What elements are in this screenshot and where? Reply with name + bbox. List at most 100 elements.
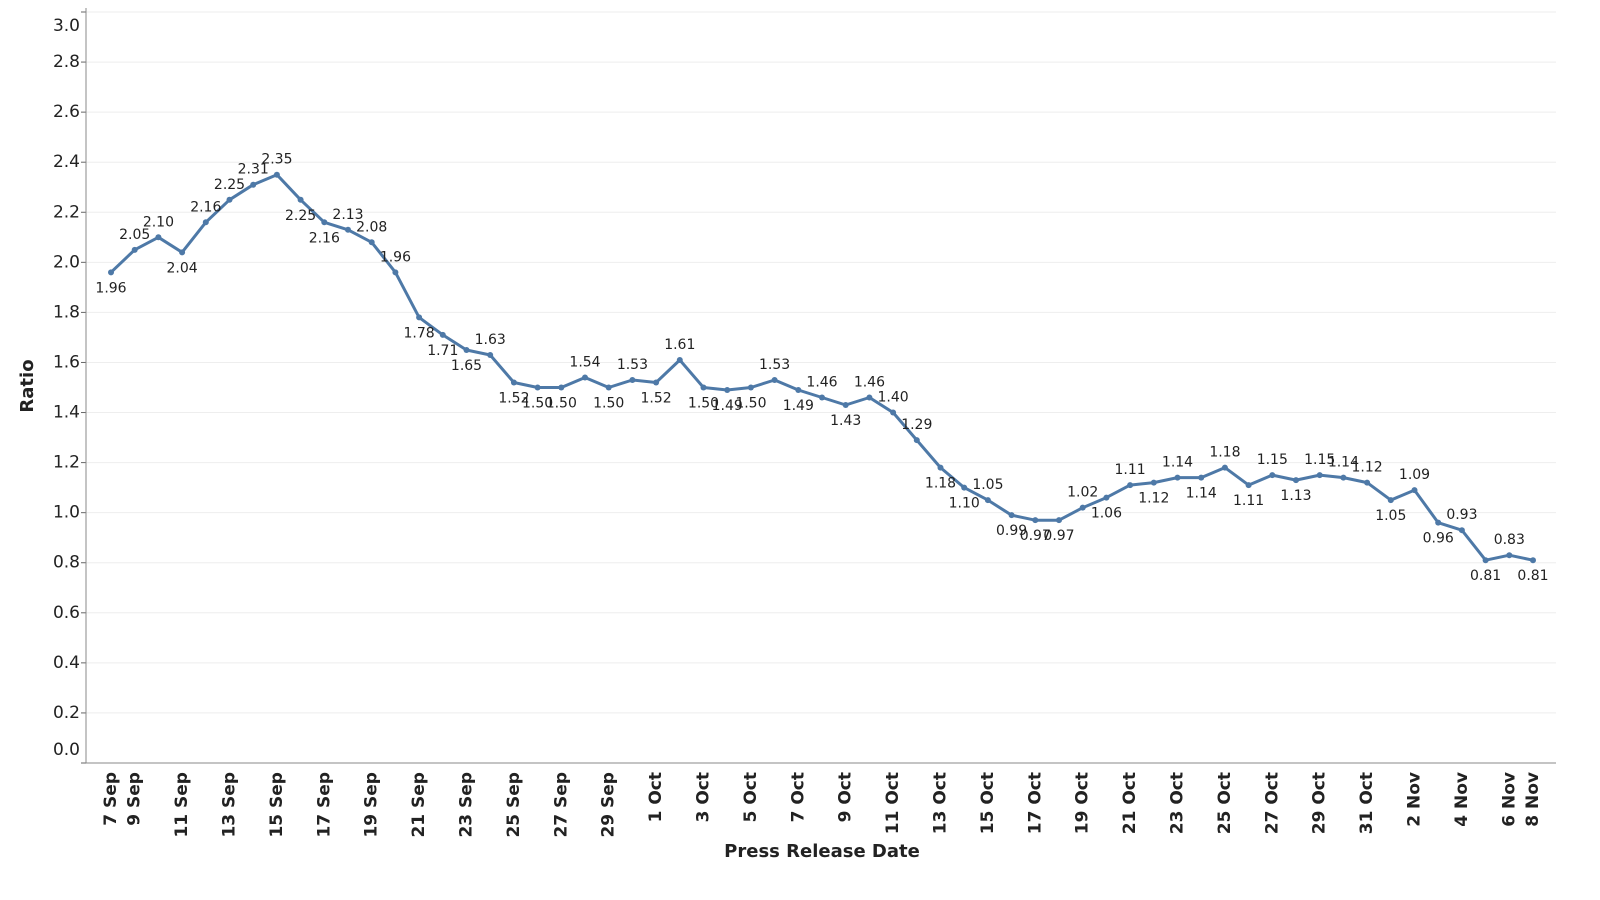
value-label: 2.10: [143, 214, 174, 230]
value-label: 1.63: [475, 332, 506, 348]
point: [1056, 517, 1062, 524]
value-label: 1.49: [783, 398, 814, 414]
point: [108, 269, 114, 276]
x-tick-label: 11 Sep: [172, 772, 192, 838]
value-label: 1.96: [380, 249, 411, 265]
point: [1032, 517, 1039, 524]
x-tick-label: 25 Sep: [504, 772, 524, 838]
point: [1506, 552, 1513, 559]
point: [582, 374, 588, 381]
point: [416, 314, 423, 321]
y-tick-label: 2.4: [53, 152, 80, 172]
point: [1340, 474, 1347, 481]
x-tick-label: 7 Oct: [788, 772, 808, 822]
point: [1269, 472, 1276, 479]
point: [819, 394, 825, 401]
x-tick-label: 29 Oct: [1310, 772, 1330, 834]
y-tick-label: 2.8: [53, 52, 80, 72]
value-label: 2.16: [190, 199, 221, 215]
y-tick-label: 0.8: [53, 553, 80, 573]
point: [676, 356, 683, 363]
x-tick-label: 25 Oct: [1215, 772, 1235, 834]
x-tick-label: 3 Oct: [694, 772, 714, 822]
value-label: 0.81: [1517, 568, 1548, 584]
point: [1411, 487, 1418, 494]
y-tick-label: 2.0: [53, 252, 80, 272]
point: [1293, 477, 1299, 484]
value-label: 2.13: [332, 207, 363, 223]
value-label: 1.53: [617, 357, 648, 373]
x-tick-label: 1 Oct: [646, 772, 666, 822]
value-label: 1.14: [1162, 455, 1193, 471]
point: [961, 484, 968, 491]
value-label: 1.15: [1304, 452, 1335, 468]
value-label: 1.11: [1115, 462, 1146, 478]
x-tick-label: 19 Oct: [1073, 772, 1093, 834]
point: [1221, 464, 1228, 471]
value-label: 1.40: [878, 390, 909, 406]
point: [1174, 474, 1181, 481]
point: [226, 196, 233, 203]
point: [653, 379, 660, 386]
value-label: 1.12: [1352, 460, 1383, 476]
point: [700, 384, 707, 391]
value-label: 0.97: [1043, 528, 1074, 544]
value-label: 1.52: [498, 390, 529, 406]
point: [629, 376, 636, 383]
x-axis-title: Press Release Date: [724, 841, 920, 862]
point: [1198, 474, 1205, 481]
point: [487, 351, 494, 358]
point: [558, 384, 565, 391]
value-label: 1.06: [1091, 506, 1122, 522]
value-label: 2.04: [167, 260, 198, 276]
value-label: 1.46: [806, 375, 837, 391]
point: [605, 384, 612, 391]
point: [1127, 482, 1134, 489]
value-label: 1.78: [404, 325, 435, 341]
point: [1530, 557, 1536, 564]
point: [747, 384, 754, 391]
point: [1103, 494, 1110, 501]
point: [890, 409, 897, 416]
x-tick-label: 5 Oct: [741, 772, 761, 822]
value-label: 1.61: [664, 337, 695, 353]
value-label: 1.50: [688, 396, 719, 412]
y-tick-label: 3.0: [53, 16, 80, 36]
value-label: 1.05: [972, 477, 1003, 493]
y-tick-label: 1.4: [53, 403, 80, 423]
y-tick-label: 0.0: [53, 740, 80, 760]
x-tick-label: 17 Sep: [314, 772, 334, 838]
point: [250, 181, 257, 188]
value-label: 1.14: [1186, 486, 1217, 502]
point: [321, 219, 328, 226]
x-tick-label: 15 Sep: [267, 772, 287, 838]
x-tick-label: 7 Sep: [101, 772, 121, 826]
point: [345, 226, 351, 233]
point: [510, 379, 517, 386]
point: [724, 387, 731, 394]
value-label: 1.14: [1328, 455, 1359, 471]
point: [463, 346, 470, 353]
value-label: 1.50: [546, 396, 577, 412]
value-label: 0.96: [1423, 531, 1454, 547]
point: [771, 376, 778, 383]
point: [1435, 519, 1442, 526]
value-label: 1.10: [949, 496, 980, 512]
point: [913, 437, 920, 444]
value-label: 1.05: [1375, 508, 1406, 524]
point: [1458, 527, 1465, 534]
y-tick-label: 0.2: [53, 703, 80, 723]
x-tick-label: 4 Nov: [1452, 772, 1472, 827]
x-tick-label: 13 Sep: [220, 772, 240, 838]
value-label: 1.49: [712, 398, 743, 414]
value-label: 1.46: [854, 375, 885, 391]
value-label: 1.50: [522, 396, 553, 412]
value-label: 1.02: [1067, 485, 1098, 501]
value-label: 2.31: [238, 162, 269, 178]
value-label: 1.96: [95, 280, 126, 296]
point: [273, 171, 280, 178]
value-label: 1.43: [830, 413, 861, 429]
point: [1316, 472, 1323, 479]
value-label: 1.53: [759, 357, 790, 373]
value-label: 1.15: [1257, 452, 1288, 468]
